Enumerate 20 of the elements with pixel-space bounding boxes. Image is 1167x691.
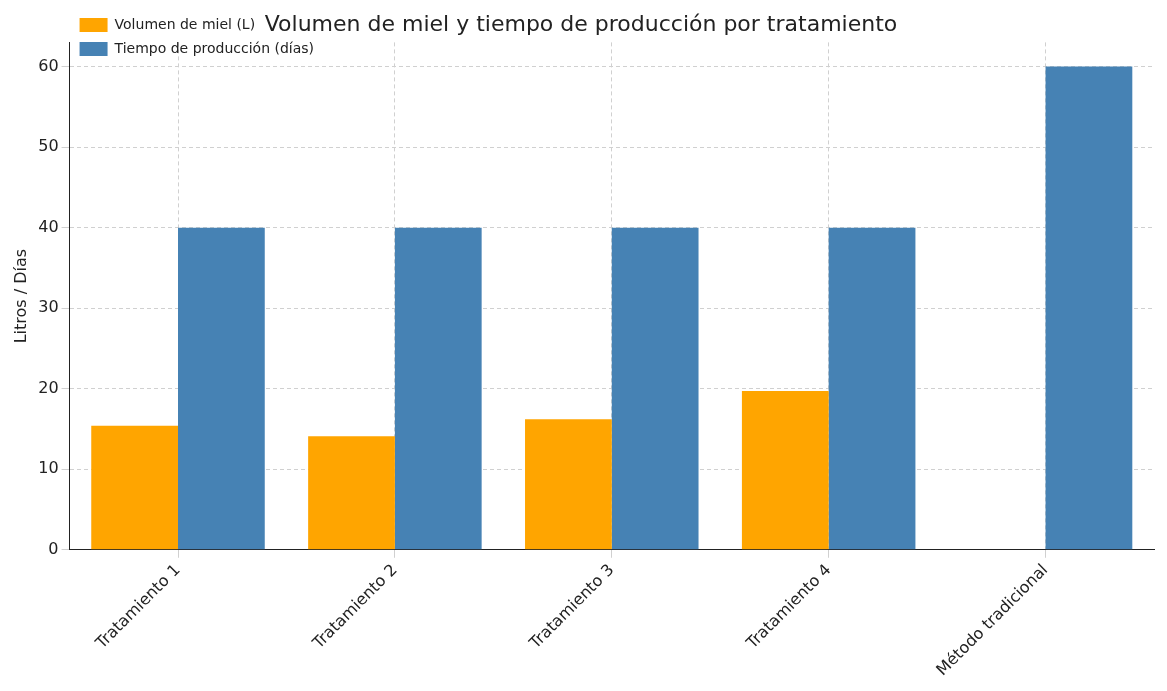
bar	[828, 227, 916, 550]
bar	[178, 227, 265, 550]
y-tick-label: 10	[38, 458, 59, 478]
legend-label: Volumen de miel (L)	[114, 15, 256, 32]
bar	[308, 436, 395, 550]
bar	[91, 425, 178, 550]
bar	[611, 227, 699, 550]
bar	[1045, 66, 1133, 550]
y-tick-label: 40	[38, 216, 59, 236]
y-tick-label: 20	[38, 377, 59, 397]
y-axis-title: Litros / Días	[10, 248, 30, 344]
y-tick-label: 0	[48, 538, 59, 558]
y-tick-label: 60	[38, 55, 59, 75]
bar	[525, 419, 612, 550]
bar	[394, 227, 482, 550]
y-tick-label: 50	[38, 136, 59, 156]
legend-label: Tiempo de producción (días)	[113, 39, 315, 56]
bar	[741, 391, 829, 550]
y-tick-label: 30	[38, 297, 59, 317]
chart-title: Volumen de miel y tiempo de producción por tratamiento	[264, 10, 898, 36]
